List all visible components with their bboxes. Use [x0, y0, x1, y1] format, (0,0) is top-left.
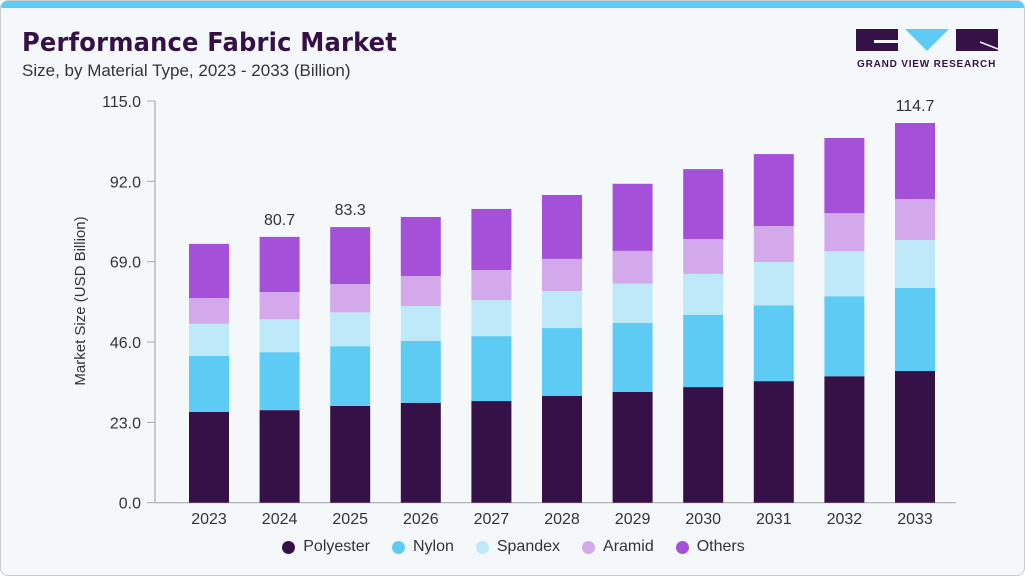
bar-segment-others-2023	[189, 243, 229, 299]
legend-item-nylon: Nylon	[391, 538, 454, 556]
legend-label: Polyester	[303, 538, 370, 555]
legend: Polyester Nylon Spandex Aramid Others	[1, 538, 1024, 556]
bar-segment-polyester-2027	[471, 401, 512, 503]
bar-segment-aramid-2029	[612, 250, 653, 284]
x-tick-label: 2028	[544, 511, 580, 528]
bar-segment-nylon-2027	[471, 336, 512, 402]
legend-label: Others	[696, 538, 745, 555]
bar-segment-spandex-2024	[259, 319, 300, 353]
x-tick-label: 2033	[897, 511, 933, 528]
top-accent-bar	[1, 1, 1024, 8]
legend-dot-icon	[582, 540, 596, 554]
legend-item-polyester: Polyester	[282, 538, 370, 556]
bar-segment-nylon-2023	[189, 355, 229, 412]
x-tick-label: 2025	[332, 511, 368, 528]
bar-segment-spandex-2023	[189, 323, 229, 356]
legend-dot-icon	[391, 540, 405, 554]
bar-segment-spandex-2029	[612, 283, 653, 323]
bar-segment-spandex-2032	[824, 251, 865, 297]
total-label: 83.3	[335, 202, 366, 219]
x-tick-label: 2029	[615, 511, 651, 528]
bar-segment-others-2030	[683, 169, 724, 239]
bar-segment-nylon-2033	[895, 287, 935, 372]
bar-segment-polyester-2026	[400, 402, 441, 503]
legend-item-aramid: Aramid	[582, 538, 654, 556]
x-tick-label: 2024	[262, 511, 298, 528]
bar-segment-polyester-2030	[683, 387, 724, 503]
x-tick-label: 2032	[827, 511, 863, 528]
bar-segment-others-2027	[471, 208, 512, 271]
bar-segment-others-2024	[259, 236, 300, 293]
bar-segment-aramid-2026	[400, 276, 441, 307]
x-tick-label: 2030	[685, 511, 721, 528]
bar-segment-others-2028	[542, 194, 582, 259]
x-tick-label: 2027	[474, 511, 510, 528]
y-tick-label: 92.0	[110, 174, 141, 191]
bar-segment-polyester-2024	[259, 410, 300, 503]
bar-segment-spandex-2026	[400, 306, 441, 341]
bar-segment-nylon-2030	[683, 314, 724, 388]
bar-segment-spandex-2027	[471, 300, 512, 337]
bar-segment-aramid-2032	[824, 213, 865, 252]
bar-segment-nylon-2025	[330, 346, 371, 406]
bar-segment-nylon-2029	[612, 322, 653, 392]
bar-segment-spandex-2028	[542, 291, 582, 329]
legend-item-others: Others	[675, 538, 745, 556]
bar-segment-polyester-2029	[612, 391, 653, 503]
bar-segment-aramid-2027	[471, 270, 512, 301]
y-tick-label: 0.0	[119, 496, 141, 513]
total-label: 80.7	[264, 212, 295, 229]
y-tick-label: 23.0	[110, 415, 141, 432]
chart-title: Performance Fabric Market	[22, 28, 398, 58]
chart-subtitle: Size, by Material Type, 2023 - 2033 (Bil…	[22, 61, 351, 80]
bar-segment-spandex-2030	[683, 273, 724, 315]
bar-segment-polyester-2025	[330, 405, 371, 503]
bar-segment-polyester-2031	[753, 381, 794, 503]
bar-segment-spandex-2033	[895, 240, 935, 288]
y-axis-label: Market Size (USD Billion)	[72, 216, 89, 385]
bar-segment-polyester-2023	[189, 411, 229, 503]
bar-segment-others-2032	[824, 138, 865, 214]
bar-segment-others-2033	[895, 123, 935, 200]
bar-segment-nylon-2026	[400, 340, 441, 403]
total-label: 114.7	[896, 98, 935, 115]
x-tick-label: 2031	[756, 511, 792, 528]
bar-segment-aramid-2030	[683, 238, 724, 274]
x-tick-label: 2026	[403, 511, 439, 528]
legend-label: Nylon	[412, 538, 454, 555]
bar-segment-spandex-2025	[330, 312, 371, 347]
legend-dot-icon	[282, 540, 296, 554]
logo-text: GRAND VIEW RESEARCH	[857, 59, 997, 70]
bar-segment-nylon-2024	[259, 352, 300, 411]
bar-segment-polyester-2028	[542, 395, 582, 503]
bar-segment-aramid-2028	[542, 258, 582, 292]
bar-segment-others-2025	[330, 227, 371, 285]
bar-segment-polyester-2032	[824, 376, 865, 503]
bar-segment-others-2031	[753, 154, 794, 227]
bar-segment-others-2029	[612, 183, 653, 251]
legend-dot-icon	[675, 540, 689, 554]
bar-segment-nylon-2031	[753, 305, 794, 382]
bar-segment-aramid-2031	[753, 226, 794, 263]
bar-segment-spandex-2031	[753, 262, 794, 306]
grand-view-research-logo	[856, 29, 999, 51]
bar-segment-others-2026	[400, 216, 441, 277]
bar-segment-polyester-2033	[895, 371, 935, 503]
legend-label: Aramid	[603, 538, 654, 555]
bar-segment-nylon-2032	[824, 296, 865, 377]
y-tick-label: 115.0	[102, 94, 141, 111]
bar-segment-aramid-2025	[330, 284, 371, 313]
bar-segment-aramid-2024	[259, 292, 300, 320]
bar-segment-aramid-2023	[189, 298, 229, 324]
legend-label: Spandex	[496, 538, 561, 555]
bar-segment-aramid-2033	[895, 199, 935, 241]
legend-item-spandex: Spandex	[475, 538, 561, 556]
y-tick-label: 46.0	[110, 335, 141, 352]
x-tick-label: 2023	[191, 511, 227, 528]
bar-segment-nylon-2028	[542, 328, 582, 396]
y-tick-label: 69.0	[110, 255, 141, 272]
legend-dot-icon	[475, 540, 489, 554]
